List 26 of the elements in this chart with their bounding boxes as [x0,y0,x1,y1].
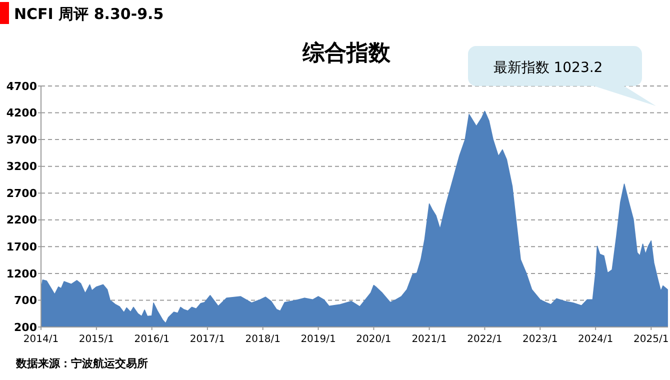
x-tick-label: 2022/1 [467,334,502,345]
y-tick-label: 4200 [6,106,38,120]
y-tick-label: 700 [14,294,38,308]
text: 最新指数 1023.2 [493,60,603,76]
x-tick-label: 2014/1 [23,334,59,345]
x-tick-label: 2021/1 [412,334,447,345]
x-tick-label: 2023/1 [522,334,558,345]
x-tick-label: 2020/1 [356,334,392,345]
x-tick-label: 2015/1 [78,334,114,345]
y-tick-label: 3700 [6,133,38,146]
y-tick-label: 2700 [6,186,38,200]
x-tick-label: 2019/1 [300,334,336,345]
y-tick-label: 1700 [6,240,38,254]
y-tick-label: 1200 [6,267,38,280]
x-tick-label: 2024/1 [578,334,614,345]
x-tick-label: 2017/1 [190,334,226,345]
y-tick-label: 4700 [6,80,38,93]
source-note: 数据来源：宁波航运交易所 [15,357,148,370]
x-tick-label: 2018/1 [245,334,280,345]
y-tick-label: 2200 [6,214,38,227]
chart-title: 综合指数 [302,41,392,66]
y-tick-label: 200 [14,320,38,334]
x-tick-label: 2016/1 [134,334,170,345]
x-tick-label: 2025/1 [634,334,669,345]
y-tick-label: 3200 [6,160,38,174]
text: NCFI 周评 8.30-9.5 [14,5,164,23]
